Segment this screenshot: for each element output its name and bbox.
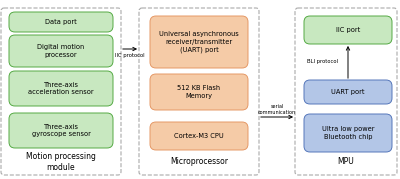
Text: Motion processing
module: Motion processing module: [26, 152, 96, 172]
Text: Universal asynchronous
receiver/transmitter
(UART) port: Universal asynchronous receiver/transmit…: [159, 31, 239, 53]
Text: UART port: UART port: [331, 89, 365, 95]
Text: MPU: MPU: [338, 158, 354, 166]
Text: Microprocessor: Microprocessor: [170, 158, 228, 166]
Text: 512 KB Flash
Memory: 512 KB Flash Memory: [178, 85, 220, 99]
FancyBboxPatch shape: [304, 16, 392, 44]
Text: Data port: Data port: [45, 19, 77, 25]
FancyBboxPatch shape: [304, 80, 392, 104]
Text: Cortex-M3 CPU: Cortex-M3 CPU: [174, 133, 224, 139]
Text: BLI protocol: BLI protocol: [307, 59, 338, 64]
FancyBboxPatch shape: [150, 16, 248, 68]
FancyBboxPatch shape: [304, 114, 392, 152]
Text: IIC protocol: IIC protocol: [115, 53, 145, 58]
Text: Ultra low power
Bluetooth chip: Ultra low power Bluetooth chip: [322, 126, 374, 140]
FancyBboxPatch shape: [150, 122, 248, 150]
FancyBboxPatch shape: [9, 35, 113, 67]
Text: IIC port: IIC port: [336, 27, 360, 33]
Text: serial
communication: serial communication: [258, 104, 296, 115]
FancyBboxPatch shape: [9, 113, 113, 148]
FancyBboxPatch shape: [150, 74, 248, 110]
Text: Three-axis
gyroscope sensor: Three-axis gyroscope sensor: [32, 124, 90, 137]
FancyBboxPatch shape: [9, 71, 113, 106]
Text: Three-axis
acceleration sensor: Three-axis acceleration sensor: [28, 82, 94, 95]
Text: Digital motion
processor: Digital motion processor: [37, 44, 85, 58]
FancyBboxPatch shape: [9, 12, 113, 32]
